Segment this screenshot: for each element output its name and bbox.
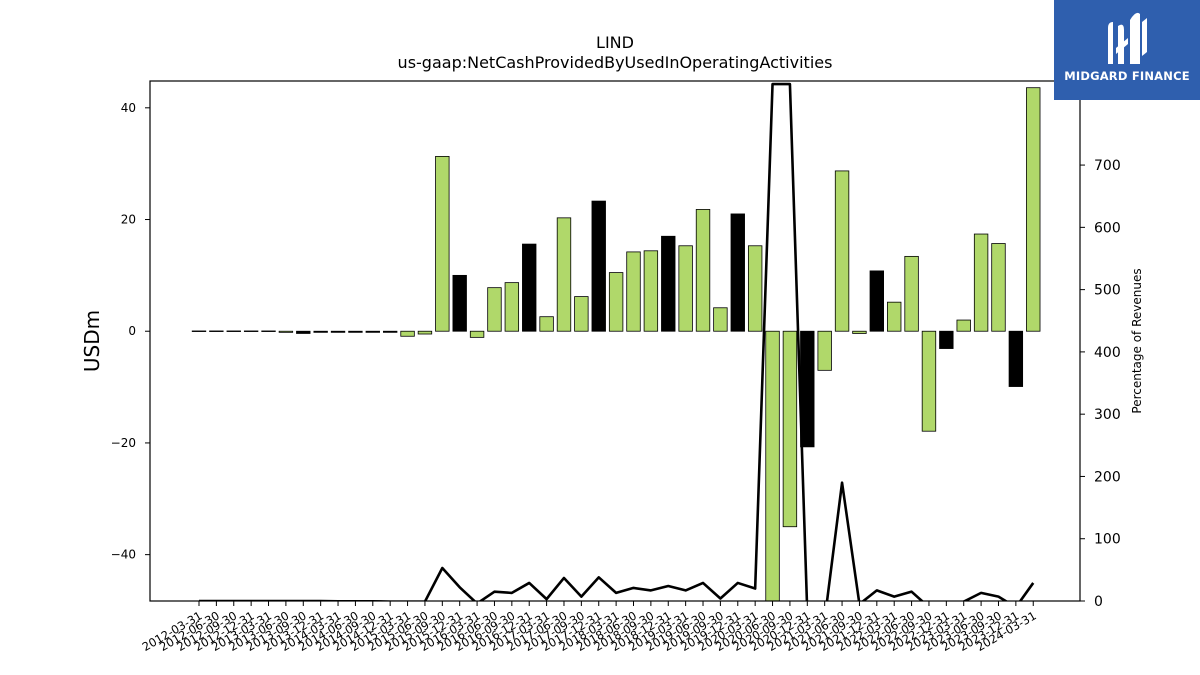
bar-2022-12-31: [939, 330, 954, 349]
bar-2020-03-31: [747, 245, 763, 332]
bar-2014-12-31: [382, 330, 398, 333]
bar-2021-03-31: [817, 330, 832, 371]
bar-2017-12-31: [591, 200, 606, 332]
y-tick-label: 0: [128, 324, 136, 338]
bar-2018-12-31: [661, 235, 676, 332]
brand-logo: MIDGARD FINANCE: [1054, 0, 1200, 100]
bar-2015-12-31: [452, 274, 467, 332]
bar-2014-03-31: [330, 330, 346, 333]
bar-2013-09-30: [296, 330, 311, 334]
bar-2014-09-30: [365, 330, 380, 333]
bar-2017-06-30: [556, 217, 572, 332]
brand-name: MIDGARD FINANCE: [1064, 69, 1190, 83]
bar-2021-09-30: [852, 330, 867, 334]
y2-tick-label: 700: [1094, 158, 1121, 174]
bar-2019-12-31: [730, 213, 745, 332]
bar-2013-12-31: [313, 330, 328, 333]
bar-2020-09-30: [782, 330, 798, 528]
bar-2016-12-31: [522, 243, 537, 332]
bar-2017-03-31: [539, 316, 554, 332]
bar-2022-03-31: [887, 301, 902, 332]
y2-tick-label: 600: [1094, 220, 1121, 236]
line-series: [199, 82, 1035, 601]
y2-tick-label: 0: [1094, 594, 1103, 610]
y2-tick-label: 300: [1094, 407, 1121, 423]
chart-subtitle: us-gaap:NetCashProvidedByUsedInOperating…: [398, 53, 833, 72]
bar-2024-03-31: [1026, 87, 1041, 332]
bar-2021-12-31: [869, 270, 884, 332]
y2-tick-label: 200: [1094, 469, 1121, 485]
bar-2023-03-31: [956, 319, 971, 332]
bar-2012-06-30: [209, 330, 224, 332]
bar-2014-06-30: [348, 330, 363, 333]
y2-tick-label: 100: [1094, 532, 1121, 548]
bar-2021-06-30: [834, 170, 850, 332]
y2-tick-label: 500: [1094, 283, 1121, 299]
bar-2016-03-31: [469, 330, 485, 338]
bar-2019-03-31: [678, 245, 693, 332]
bar-2015-09-30: [435, 155, 450, 332]
midgard-logo-icon: [1108, 12, 1147, 65]
bar-2012-03-31: [191, 330, 207, 332]
bar-2015-06-30: [417, 330, 433, 335]
bar-2017-09-30: [574, 296, 589, 332]
bar-2016-06-30: [487, 287, 502, 332]
bar-2019-09-30: [713, 307, 728, 332]
bar-2022-09-30: [921, 330, 937, 432]
y-tick-label: 20: [121, 213, 136, 227]
bar-2023-06-30: [973, 233, 989, 332]
bar-2018-06-30: [626, 251, 641, 332]
y-tick-label: 40: [121, 101, 136, 115]
bar-2020-06-30: [765, 330, 780, 601]
bar-2016-09-30: [504, 282, 520, 332]
y2-tick-label: 400: [1094, 345, 1121, 361]
bar-2012-12-31: [243, 330, 259, 332]
bar-2018-09-30: [643, 250, 659, 332]
y2-axis-label: Percentage of Revenues: [1130, 268, 1144, 413]
bar-2018-03-31: [608, 272, 624, 332]
bar-2023-12-31: [1008, 330, 1024, 387]
y-tick-label: −20: [111, 436, 136, 450]
plot-frame: [149, 80, 1081, 602]
bar-2022-06-30: [904, 255, 919, 332]
bar-2019-06-30: [695, 209, 711, 332]
bar-2013-03-31: [261, 330, 276, 332]
bar-2012-09-30: [226, 330, 241, 332]
y-axis-label: USDm: [80, 310, 104, 372]
bar-2015-03-31: [400, 330, 415, 337]
bar-2013-06-30: [278, 330, 294, 333]
chart-title: LIND: [596, 33, 634, 52]
bar-2023-09-30: [991, 243, 1006, 332]
y-tick-label: −40: [111, 548, 136, 562]
